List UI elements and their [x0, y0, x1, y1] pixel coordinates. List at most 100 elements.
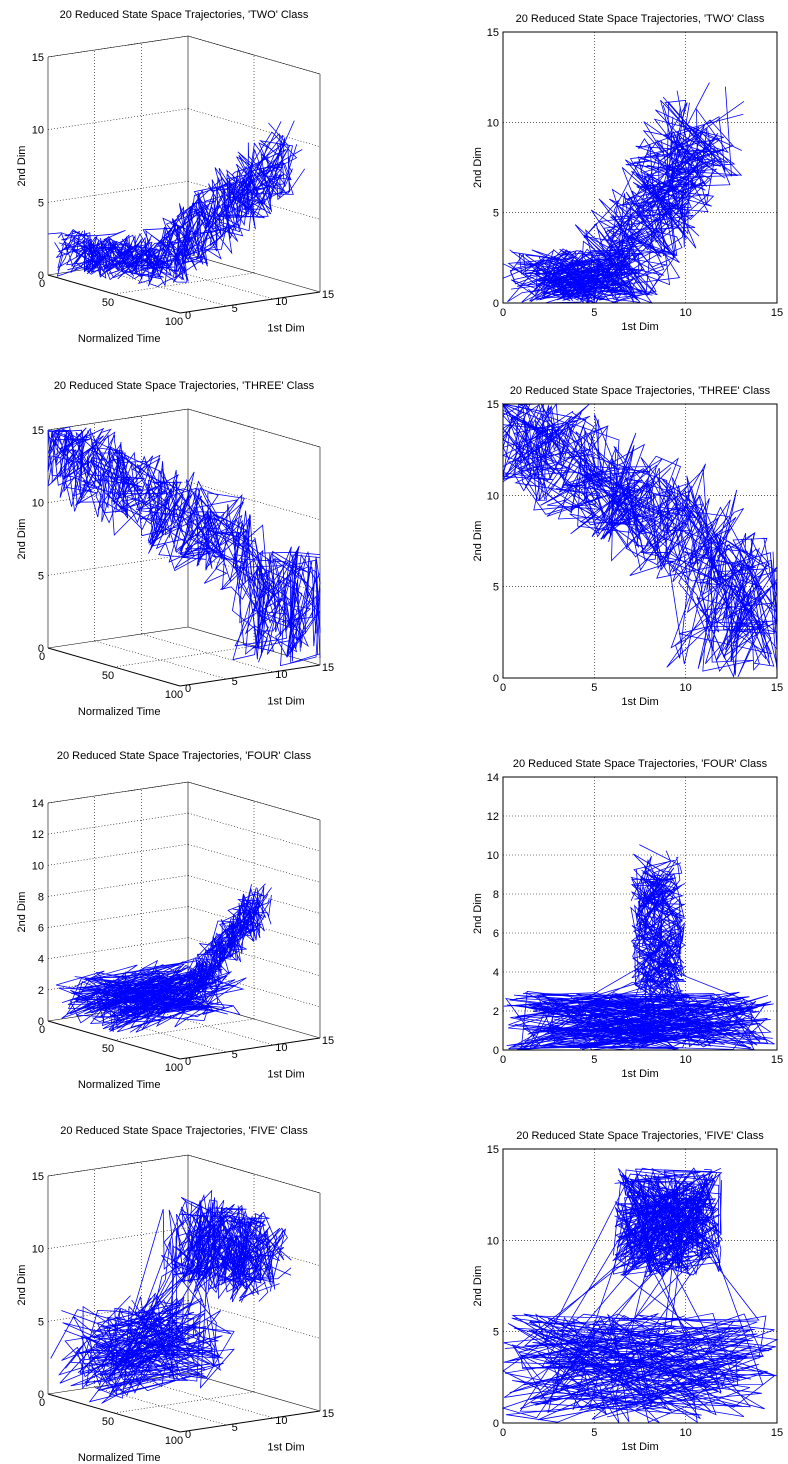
x-axis-label: 1st Dim	[621, 1068, 658, 1080]
z-tick-label: 8	[38, 891, 44, 903]
grid-line-z	[47, 181, 189, 203]
trajectory-line	[502, 410, 778, 661]
y-tick-label: 6	[493, 928, 499, 940]
trajectory-line	[506, 1180, 764, 1423]
x-tick-label: 15	[322, 1035, 334, 1047]
grid-line-z	[47, 937, 189, 960]
x-tick-label: 10	[680, 682, 692, 694]
grid-line-z	[187, 1300, 321, 1339]
plot-frame	[502, 403, 778, 679]
trajectory-line	[61, 1202, 286, 1392]
chart-7: 20 Reduced State Space Trajectories, 'FI…	[16, 1125, 334, 1464]
grid-line-z	[47, 1300, 189, 1322]
grid-line-z	[187, 968, 321, 1008]
x-axis-label: 1st Dim	[621, 1441, 658, 1453]
chart-1: 20 Reduced State Space Trajectories, 'TW…	[16, 9, 334, 345]
z-tick-label: 15	[32, 1171, 44, 1183]
trajectory-line	[54, 430, 321, 664]
z-axis-label: 2nd Dim	[16, 519, 28, 560]
trajectory-line	[47, 431, 302, 658]
grid-line-z	[187, 875, 321, 914]
trajectory-line	[501, 406, 778, 669]
trajectory-line	[528, 867, 771, 1049]
y-tick-label: 0	[493, 673, 499, 685]
y-tick-label: 0	[39, 1024, 45, 1036]
grid-line-z	[187, 481, 321, 520]
y-tick-label: 50	[102, 1416, 114, 1428]
trajectory-line	[502, 403, 778, 659]
y-tick-label: 2	[493, 1006, 499, 1018]
y-tick-label: 0	[39, 1397, 45, 1409]
x-tick-label: 15	[322, 662, 334, 674]
z-tick-label: 12	[32, 829, 44, 841]
z-tick-label: 0	[38, 643, 44, 655]
grid-line-y	[113, 645, 255, 668]
x-tick-label: 15	[771, 1427, 783, 1439]
trajectory-line	[80, 162, 292, 287]
box-edge	[47, 408, 189, 431]
trajectory-line	[55, 427, 321, 655]
grid-line-z	[187, 108, 321, 147]
y-tick-label: 12	[487, 811, 499, 823]
y-axis-label: Normalized Time	[78, 333, 161, 345]
chart-2: 20 Reduced State Space Trajectories, 'TW…	[472, 13, 783, 333]
y-tick-label: 10	[487, 117, 499, 129]
trajectory-line	[92, 891, 266, 1033]
z-axis-label: 2nd Dim	[16, 1265, 28, 1306]
x-tick-label: 0	[500, 1427, 506, 1439]
chart-8: 20 Reduced State Space Trajectories, 'FI…	[472, 1130, 783, 1453]
z-tick-label: 10	[32, 498, 44, 510]
grid-line-y	[113, 1391, 255, 1414]
z-tick-label: 15	[32, 425, 44, 437]
y-axis-label: 2nd Dim	[472, 893, 484, 934]
trajectory-line	[50, 1206, 276, 1373]
y-axis-label: 2nd Dim	[472, 1266, 484, 1307]
x-axis-label: 1st Dim	[267, 1441, 304, 1453]
x-tick-label: 10	[275, 1415, 287, 1427]
box-edge	[47, 1154, 189, 1177]
x-axis-line	[179, 1410, 321, 1433]
trajectory-line	[47, 151, 281, 287]
x-axis-line	[179, 291, 321, 314]
x-axis-label: 1st Dim	[267, 322, 304, 334]
x-tick-label: 5	[232, 676, 238, 688]
y-tick-label: 15	[487, 1144, 499, 1156]
x-tick-label: 5	[591, 307, 597, 319]
x-tick-label: 10	[680, 1054, 692, 1066]
grid-line-z	[47, 968, 189, 991]
z-tick-label: 5	[38, 1316, 44, 1328]
trajectory-line	[61, 133, 293, 270]
y-axis-label: Normalized Time	[78, 706, 161, 718]
z-tick-label: 14	[32, 798, 44, 810]
x-tick-label: 5	[591, 1054, 597, 1066]
z-tick-label: 5	[38, 197, 44, 209]
trajectory-line	[501, 403, 778, 676]
y-tick-label: 100	[165, 689, 183, 701]
y-axis-label: Normalized Time	[78, 1452, 161, 1464]
y-axis-line	[47, 1020, 181, 1060]
box-edge	[47, 35, 189, 58]
plot-frame	[502, 31, 778, 304]
z-tick-label: 0	[38, 1389, 44, 1401]
box-edge	[187, 35, 321, 75]
trajectory-line	[61, 893, 269, 1033]
trajectory-line	[101, 1199, 284, 1404]
trajectory-line	[57, 149, 303, 283]
grid-line-z	[187, 843, 321, 883]
trajectory-line	[66, 142, 285, 281]
grid-line-x	[141, 260, 274, 300]
x-axis-label: 1st Dim	[267, 1068, 304, 1080]
y-axis-line	[47, 274, 181, 314]
trajectory-line	[512, 86, 732, 304]
y-axis-label: 2nd Dim	[472, 147, 484, 188]
chart-6: 20 Reduced State Space Trajectories, 'FO…	[472, 758, 783, 1080]
trajectory-line	[502, 403, 778, 614]
y-tick-label: 5	[493, 1327, 499, 1339]
box-edge	[47, 781, 189, 804]
trajectory-line	[51, 426, 321, 622]
x-axis-line	[179, 664, 321, 687]
x-tick-label: 15	[771, 307, 783, 319]
y-tick-label: 0	[493, 298, 499, 310]
x-tick-label: 15	[771, 1054, 783, 1066]
x-tick-label: 0	[185, 310, 191, 322]
